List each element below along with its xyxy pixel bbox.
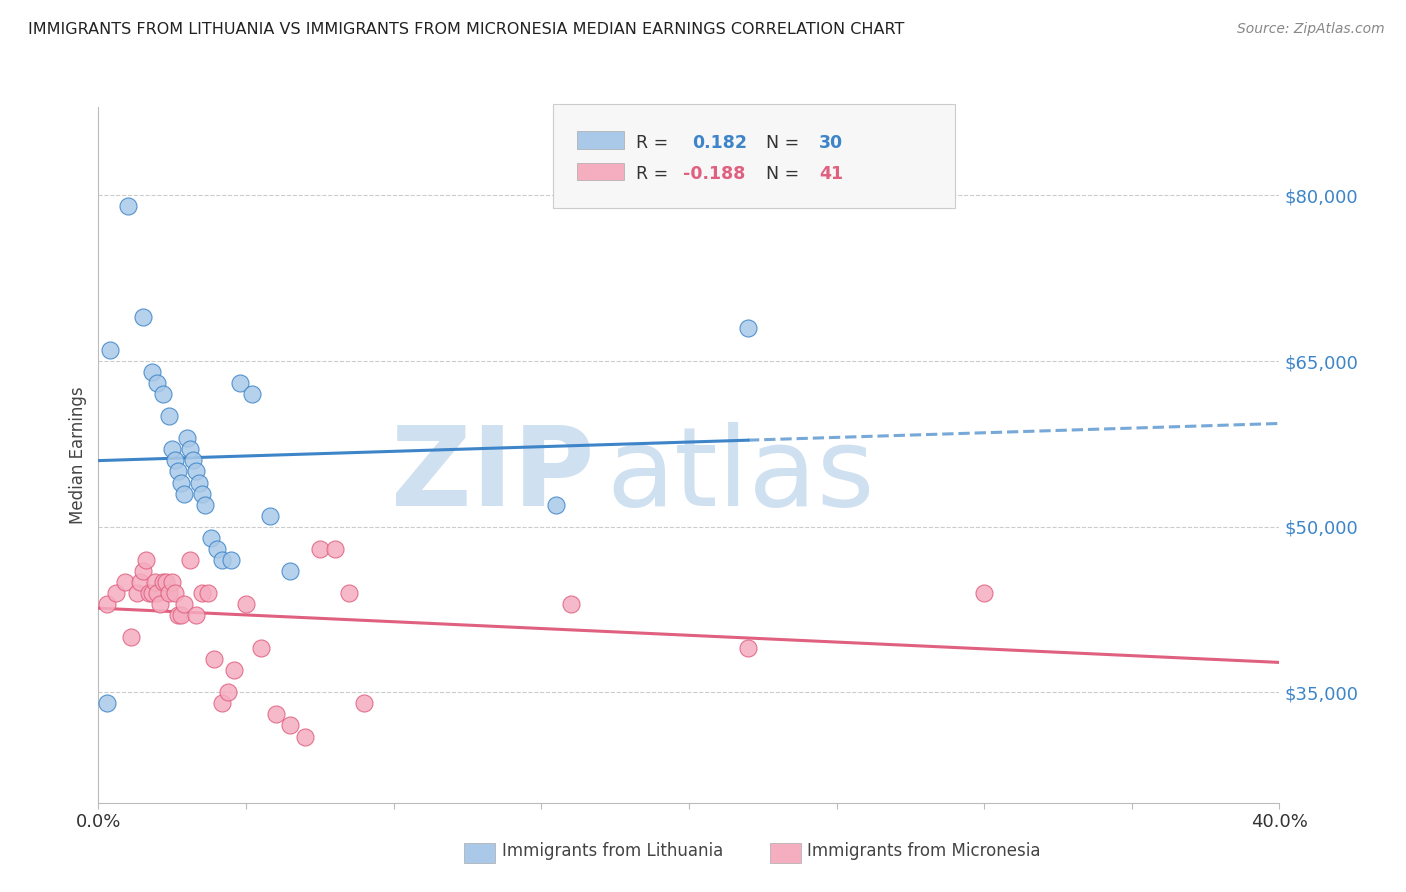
Point — [184, 465, 207, 479]
Text: Immigrants from Micronesia: Immigrants from Micronesia — [807, 842, 1040, 860]
Point — [560, 597, 582, 611]
Point — [202, 652, 225, 666]
Point — [323, 541, 346, 556]
Point — [141, 365, 163, 379]
Point — [546, 498, 568, 512]
Point — [184, 608, 207, 623]
Point — [98, 343, 121, 357]
Point — [114, 574, 136, 589]
Text: 0.182: 0.182 — [693, 134, 748, 153]
Point — [278, 718, 302, 732]
Point — [165, 586, 187, 600]
Point — [339, 586, 360, 600]
Point — [353, 697, 375, 711]
Y-axis label: Median Earnings: Median Earnings — [69, 386, 87, 524]
Text: ZIP: ZIP — [391, 422, 595, 529]
Text: R =: R = — [636, 166, 673, 184]
Point — [120, 630, 142, 644]
Point — [191, 486, 214, 500]
Point — [194, 498, 217, 512]
Point — [235, 597, 257, 611]
Point — [152, 387, 174, 401]
Text: N =: N = — [766, 134, 804, 153]
Point — [179, 442, 201, 457]
Point — [132, 564, 155, 578]
Text: R =: R = — [636, 134, 673, 153]
Point — [217, 685, 239, 699]
Point — [179, 553, 201, 567]
Text: 30: 30 — [818, 134, 844, 153]
Point — [146, 586, 169, 600]
Point — [229, 376, 252, 391]
Text: N =: N = — [766, 166, 804, 184]
Point — [105, 586, 128, 600]
Point — [170, 475, 193, 490]
Point — [96, 697, 118, 711]
Point — [157, 586, 180, 600]
Point — [294, 730, 316, 744]
Text: 41: 41 — [818, 166, 844, 184]
Point — [128, 574, 150, 589]
Point — [219, 553, 242, 567]
Point — [162, 574, 183, 589]
Point — [96, 597, 118, 611]
Point — [157, 409, 180, 424]
Point — [197, 586, 219, 600]
Point — [162, 442, 183, 457]
Point — [167, 608, 190, 623]
Point — [211, 553, 233, 567]
Point — [224, 663, 246, 677]
Point — [205, 541, 228, 556]
Text: Immigrants from Lithuania: Immigrants from Lithuania — [502, 842, 723, 860]
Point — [264, 707, 287, 722]
Point — [737, 641, 759, 656]
Point — [135, 553, 157, 567]
Point — [278, 564, 302, 578]
FancyBboxPatch shape — [553, 103, 955, 208]
Point — [146, 376, 169, 391]
Text: IMMIGRANTS FROM LITHUANIA VS IMMIGRANTS FROM MICRONESIA MEDIAN EARNINGS CORRELAT: IMMIGRANTS FROM LITHUANIA VS IMMIGRANTS … — [28, 22, 904, 37]
Point — [250, 641, 273, 656]
Point — [187, 475, 209, 490]
Point — [973, 586, 995, 600]
Point — [117, 199, 139, 213]
Point — [155, 574, 177, 589]
Text: Source: ZipAtlas.com: Source: ZipAtlas.com — [1237, 22, 1385, 37]
Text: atlas: atlas — [606, 422, 875, 529]
Point — [149, 597, 172, 611]
Point — [173, 597, 195, 611]
Point — [240, 387, 263, 401]
Point — [176, 431, 198, 445]
Point — [138, 586, 160, 600]
Point — [309, 541, 332, 556]
Point — [152, 574, 174, 589]
Point — [737, 321, 759, 335]
Text: -0.188: -0.188 — [683, 166, 745, 184]
Point — [170, 608, 193, 623]
Point — [211, 697, 233, 711]
Bar — [576, 131, 624, 149]
Point — [125, 586, 148, 600]
Point — [143, 574, 166, 589]
Point — [132, 310, 155, 324]
Point — [191, 586, 214, 600]
Point — [167, 465, 190, 479]
Bar — [576, 162, 624, 180]
Point — [173, 486, 195, 500]
Point — [141, 586, 163, 600]
Point — [200, 531, 222, 545]
Point — [259, 508, 281, 523]
Point — [165, 453, 187, 467]
Point — [181, 453, 204, 467]
